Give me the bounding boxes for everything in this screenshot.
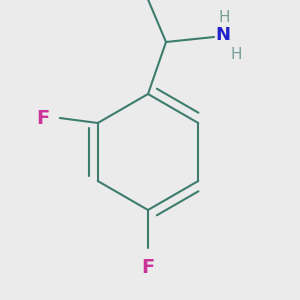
Text: F: F — [141, 258, 154, 277]
Text: N: N — [215, 26, 230, 44]
Text: F: F — [37, 109, 50, 128]
Text: H: H — [218, 10, 230, 25]
Text: H: H — [230, 47, 242, 62]
